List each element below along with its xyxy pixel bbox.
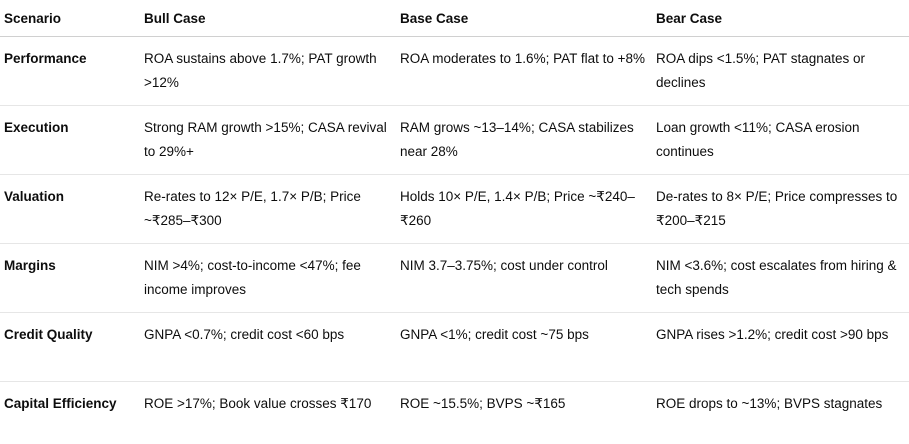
row-label-performance: Performance	[0, 36, 140, 106]
cell-bear: De-rates to 8× P/E; Price compresses to …	[652, 174, 909, 244]
row-label-capital-efficiency: Capital Efficiency	[4, 395, 117, 411]
cell-bear: ROE drops to ~13%; BVPS stagnates	[656, 395, 883, 411]
cell-bull: Re-rates to 12× P/E, 1.7× P/B; Price ~₹2…	[140, 174, 396, 244]
cell-bull: NIM >4%; cost-to-income <47%; fee income…	[140, 243, 396, 313]
table-row: Credit Quality GNPA <0.7%; credit cost <…	[0, 312, 909, 382]
header-bull-case: Bull Case	[140, 0, 396, 37]
cell-bear: ROA dips <1.5%; PAT stagnates or decline…	[652, 36, 909, 106]
table-header: Scenario Bull Case Base Case Bear Case	[0, 0, 909, 37]
cell-base: RAM grows ~13–14%; CASA stabilizes near …	[396, 105, 652, 175]
cell-base: NIM 3.7–3.75%; cost under control	[396, 243, 652, 313]
cell-base: Holds 10× P/E, 1.4× P/B; Price ~₹240–₹26…	[396, 174, 652, 244]
cell-base: GNPA <1%; credit cost ~75 bps	[396, 312, 652, 382]
table-row: Execution Strong RAM growth >15%; CASA r…	[0, 105, 909, 175]
table-body: Performance ROA sustains above 1.7%; PAT…	[0, 36, 909, 444]
header-bear-case: Bear Case	[652, 0, 909, 37]
header-base-case: Base Case	[396, 0, 652, 37]
table-row: Performance ROA sustains above 1.7%; PAT…	[0, 36, 909, 106]
row-label-credit-quality: Credit Quality	[0, 312, 140, 382]
cell-base: ROA moderates to 1.6%; PAT flat to +8%	[396, 36, 652, 106]
cell-bull: ROA sustains above 1.7%; PAT growth >12%	[140, 36, 396, 106]
cell-base: ROE ~15.5%; BVPS ~₹165	[400, 395, 566, 411]
header-scenario: Scenario	[0, 0, 140, 37]
table-row: Margins NIM >4%; cost-to-income <47%; fe…	[0, 243, 909, 313]
row-label-margins: Margins	[0, 243, 140, 313]
table-row: Valuation Re-rates to 12× P/E, 1.7× P/B;…	[0, 174, 909, 244]
table-row: Capital Efficiency ROE >17%; Book value …	[0, 381, 909, 444]
row-label-execution: Execution	[0, 105, 140, 175]
cell-bear: Loan growth <11%; CASA erosion continues	[652, 105, 909, 175]
cell-bull: ROE >17%; Book value crosses ₹170	[144, 395, 372, 411]
cell-bull: Strong RAM growth >15%; CASA revival to …	[140, 105, 396, 175]
header-row: Scenario Bull Case Base Case Bear Case	[0, 0, 909, 37]
row-label-valuation: Valuation	[0, 174, 140, 244]
cell-bear: GNPA rises >1.2%; credit cost >90 bps	[652, 312, 909, 382]
cell-bull: GNPA <0.7%; credit cost <60 bps	[140, 312, 396, 382]
cell-bear: NIM <3.6%; cost escalates from hiring & …	[652, 243, 909, 313]
